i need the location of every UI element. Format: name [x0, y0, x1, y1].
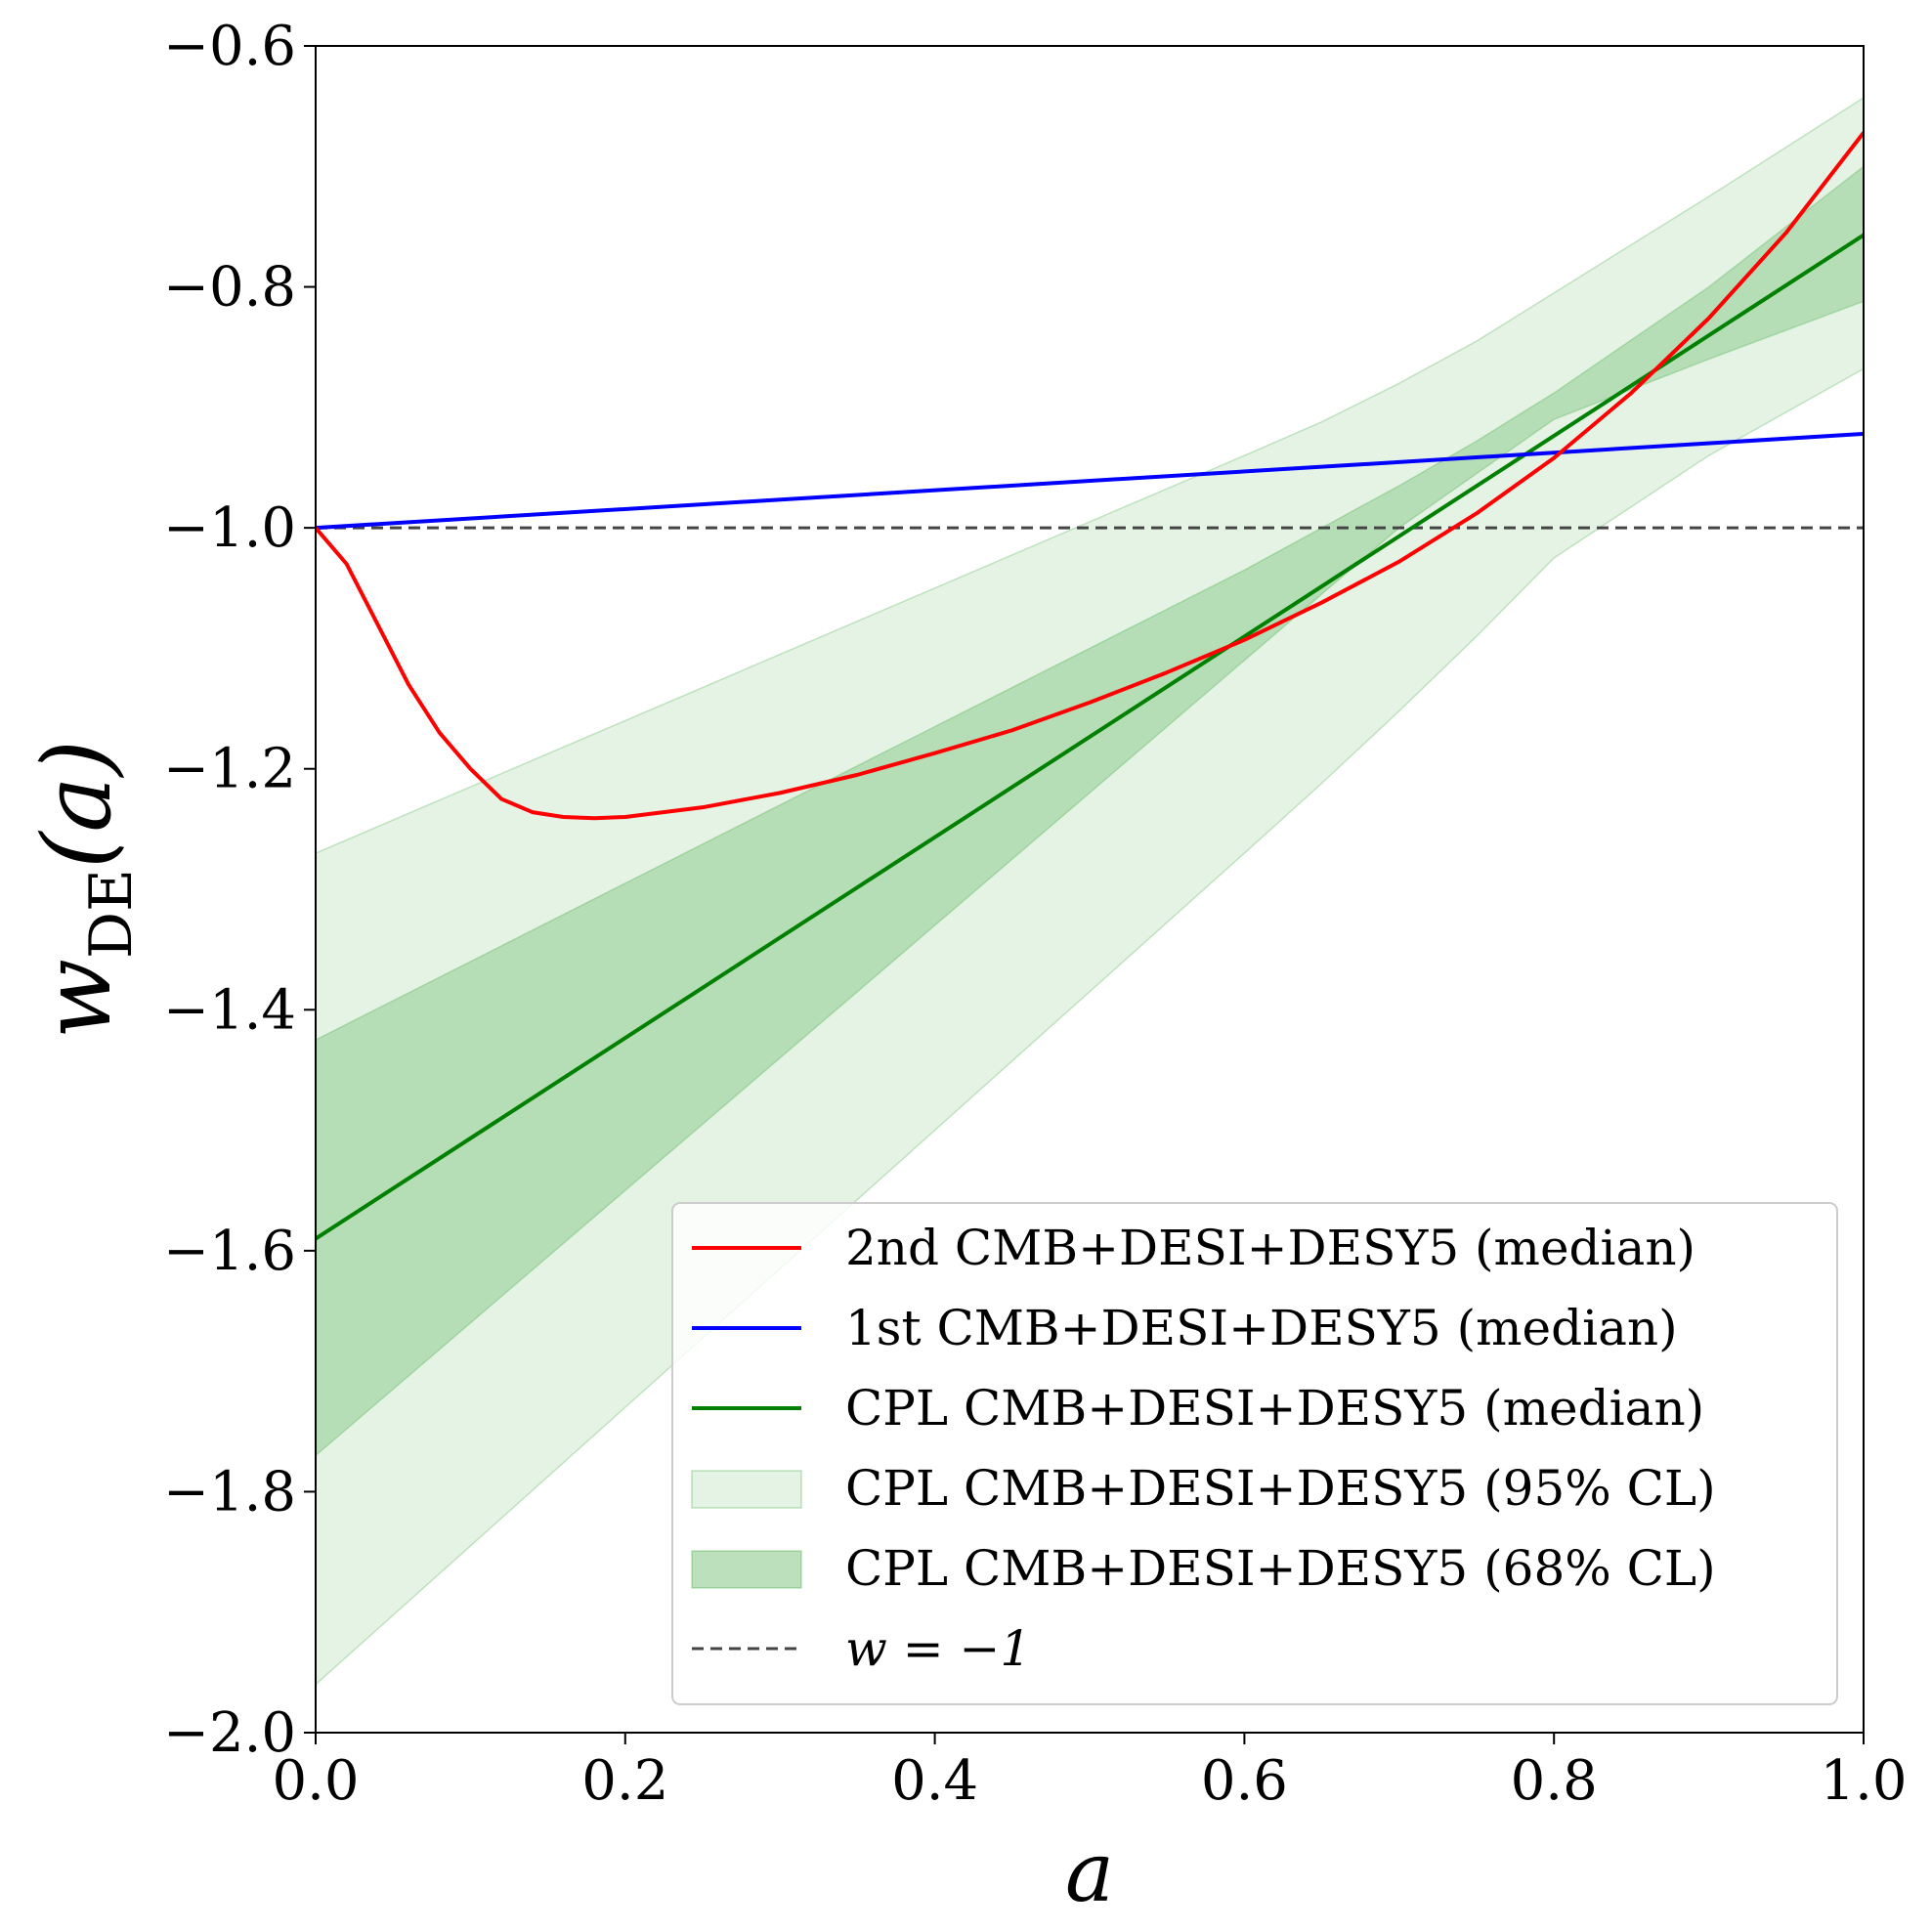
- x-axis: 0.0 0.2 0.4 0.6 0.8 1.0: [272, 1733, 1908, 1813]
- y-tick-label: −1.6: [163, 1220, 296, 1283]
- y-tick-label: −1.4: [163, 978, 296, 1042]
- series-line-1st-cmb-desi-desy5-median: [316, 431, 1864, 531]
- legend-swatch: [691, 1550, 802, 1589]
- plot-frame: [315, 45, 1865, 1734]
- x-tick-label: 0.0: [272, 1749, 359, 1813]
- legend-entry-cpl-cmb-desi-desy5-median: CPL CMB+DESI+DESY5 (median): [692, 1380, 1704, 1437]
- y-tick-label: −1.0: [163, 496, 296, 560]
- legend-entry-cpl-cmb-desi-desy5-68-cl: CPL CMB+DESI+DESY5 (68% CL): [691, 1540, 1716, 1597]
- legend-label: CPL CMB+DESI+DESY5 (95% CL): [845, 1460, 1716, 1517]
- y-tick-label: −1.2: [163, 738, 296, 801]
- legend-label: CPL CMB+DESI+DESY5 (68% CL): [845, 1540, 1716, 1597]
- legend-frame: [671, 1202, 1838, 1705]
- series-line-cpl-cmb-desi-desy5-median: [316, 233, 1864, 1241]
- legend-label: CPL CMB+DESI+DESY5 (median): [845, 1380, 1704, 1437]
- series-line-2nd-cmb-desi-desy5-median: [316, 131, 1864, 821]
- y-tick-label: −1.8: [163, 1460, 296, 1524]
- y-axis-label-main: w: [22, 959, 132, 1039]
- band-68cl: [316, 165, 1864, 1457]
- legend-entries: 2nd CMB+DESI+DESY5 (median) 1st CMB+DESI+…: [691, 1220, 1716, 1677]
- y-axis-label-argument: (a): [22, 740, 132, 869]
- y-tick-label: −2.0: [163, 1701, 296, 1765]
- legend-entry-w-1: w = −1: [692, 1620, 1031, 1677]
- legend-entry-2nd-cmb-desi-desy5-median: 2nd CMB+DESI+DESY5 (median): [692, 1220, 1695, 1276]
- legend-label: 1st CMB+DESI+DESY5 (median): [845, 1300, 1678, 1356]
- y-axis: −2.0 −1.8 −1.6 −1.4 −1.2 −1.0 −0.8 −0.6: [163, 15, 316, 1765]
- y-axis-label: wDE(a): [22, 740, 146, 1039]
- x-tick-label: 0.6: [1201, 1749, 1288, 1813]
- legend-label: 2nd CMB+DESI+DESY5 (median): [845, 1220, 1695, 1276]
- legend-entry-cpl-cmb-desi-desy5-95-cl: CPL CMB+DESI+DESY5 (95% CL): [691, 1460, 1716, 1517]
- legend-swatch: [691, 1470, 802, 1509]
- x-tick-label: 1.0: [1820, 1749, 1907, 1813]
- series-lines: [316, 131, 1864, 1241]
- x-axis-label: a: [1065, 1825, 1114, 1920]
- y-tick-label: −0.8: [163, 256, 296, 320]
- legend-label: w = −1: [845, 1620, 1031, 1677]
- y-axis-label-subscript: DE: [77, 869, 146, 959]
- x-tick-label: 0.2: [581, 1749, 668, 1813]
- legend: 2nd CMB+DESI+DESY5 (median) 1st CMB+DESI+…: [671, 1202, 1838, 1705]
- legend-entry-1st-cmb-desi-desy5-median: 1st CMB+DESI+DESY5 (median): [692, 1300, 1678, 1356]
- y-tick-label: −0.6: [163, 15, 296, 78]
- x-tick-label: 0.4: [891, 1749, 978, 1813]
- x-tick-label: 0.8: [1511, 1749, 1598, 1813]
- svg-text:wDE(a): wDE(a): [22, 740, 146, 1039]
